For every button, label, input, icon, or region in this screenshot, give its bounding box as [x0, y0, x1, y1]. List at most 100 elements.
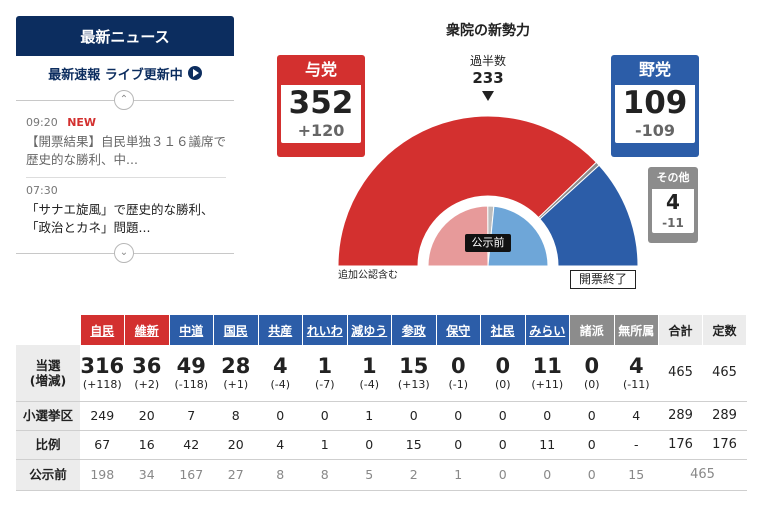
- elected-value: 1: [317, 353, 333, 378]
- party-header[interactable]: れいわ: [302, 315, 348, 345]
- party-name[interactable]: 参政: [401, 323, 426, 338]
- single-cell: 249: [80, 401, 125, 431]
- news-scroll-up-bar: ⌃: [16, 90, 234, 110]
- chevron-down-icon[interactable]: ⌄: [114, 243, 134, 263]
- elected-cell: 28 (+1): [213, 345, 258, 402]
- pr-fixed: 176: [702, 430, 747, 460]
- ruling-bloc-label: 与党: [304, 60, 337, 79]
- elected-diff: (+2): [134, 377, 160, 391]
- opposition-bloc-diff: -109: [634, 121, 676, 140]
- single-cell: 8: [213, 401, 258, 431]
- row-label-elected: 当選 (増減): [16, 345, 80, 402]
- table-row: 比例 67 16 42 20 4 1 0 15 0 0 11 0-176 176: [16, 430, 747, 460]
- pre-total: 465: [658, 459, 747, 491]
- party-header[interactable]: 国民: [213, 315, 259, 345]
- news-item[interactable]: 09:20 NEW 【開票結果】自民単独３１６議席で歴史的な勝利、中...: [16, 110, 234, 178]
- pre-cell: 34: [124, 459, 169, 491]
- party-name[interactable]: れいわ: [306, 323, 343, 338]
- pre-cell: 8: [258, 459, 303, 491]
- live-update-link[interactable]: 最新速報 ライブ更新中: [16, 56, 234, 90]
- party-header[interactable]: みらい: [525, 315, 570, 345]
- elected-diff: (-118): [174, 377, 209, 391]
- majority-value: 233: [472, 69, 504, 87]
- pre-cell: 0: [569, 459, 614, 491]
- row-label-single: 小選挙区: [16, 401, 80, 431]
- new-badge: NEW: [67, 116, 97, 129]
- pr-cell: 42: [169, 430, 214, 460]
- single-cell: 20: [124, 401, 169, 431]
- header-spacer: [16, 315, 81, 345]
- party-header[interactable]: 自民: [80, 315, 125, 345]
- elected-cell: 4 (-4): [258, 345, 303, 402]
- elected-value: 15: [399, 353, 429, 378]
- pre-cell: 2: [391, 459, 436, 491]
- row-label-main: 当選: [35, 357, 61, 373]
- single-cell: 0: [258, 401, 303, 431]
- elected-value: 4: [628, 353, 644, 378]
- ruling-bloc-diff: +120: [297, 121, 345, 140]
- elected-cell: 36 (+2): [124, 345, 169, 402]
- party-header[interactable]: 社民: [480, 315, 526, 345]
- news-time: 07:30: [26, 184, 58, 197]
- pre-cell: 15: [614, 459, 659, 491]
- counting-status-badge: 開票終了: [570, 270, 636, 289]
- pre-cell: 27: [213, 459, 258, 491]
- row-label-pre: 公示前: [16, 459, 80, 491]
- pr-cell: 11: [525, 430, 570, 460]
- news-item[interactable]: 07:30 「サナエ旋風」で歴史的な勝利、「政治とカネ」問題...: [16, 178, 234, 237]
- party-name[interactable]: 中道: [179, 323, 204, 338]
- pr-cell: 20: [213, 430, 258, 460]
- party-header[interactable]: 中道: [169, 315, 214, 345]
- elected-diff: (-1): [448, 377, 469, 391]
- party-name[interactable]: 保守: [446, 323, 471, 338]
- table-header-row: 自民 維新 中道 国民 共産 れいわ 減ゆう 参政 保守 社民 みらい 諸派 無所属 合計 定数: [16, 315, 747, 345]
- pr-cell: 0: [569, 430, 614, 460]
- news-headline[interactable]: 「サナエ旋風」で歴史的な勝利、「政治とカネ」問題...: [26, 202, 214, 235]
- pr-total: 176: [658, 430, 703, 460]
- majority-label: 過半数: [469, 54, 506, 68]
- party-header[interactable]: 共産: [258, 315, 303, 345]
- ruling-bloc-box: 与党 352 +120: [277, 55, 365, 157]
- elected-cell: 4 (-11): [614, 345, 659, 402]
- party-name[interactable]: みらい: [529, 323, 566, 338]
- party-name[interactable]: 減ゆう: [351, 323, 388, 338]
- table-row: 小選挙区 249 20 7 8 0 0 1 0 0 0 0 0 4 289 289: [16, 401, 747, 431]
- pr-cell: 4: [258, 430, 303, 460]
- single-cell: 0: [436, 401, 481, 431]
- party-name[interactable]: 自民: [90, 323, 115, 338]
- total-header: 合計: [658, 315, 703, 345]
- pre-election-label: 公示前: [465, 234, 511, 252]
- elected-value: 4: [272, 353, 288, 378]
- party-header[interactable]: 減ゆう: [347, 315, 392, 345]
- chevron-up-icon[interactable]: ⌃: [114, 90, 134, 110]
- elected-diff: (0): [494, 377, 511, 391]
- pr-cell: 0: [347, 430, 392, 460]
- row-label-sub: (増減): [29, 372, 67, 388]
- elected-diff: (-4): [270, 377, 291, 391]
- single-fixed: 289: [702, 401, 747, 431]
- party-header[interactable]: 参政: [391, 315, 437, 345]
- news-time: 09:20: [26, 116, 58, 129]
- elected-diff: (+11): [531, 377, 564, 391]
- party-header[interactable]: 保守: [436, 315, 481, 345]
- pre-cell: 167: [169, 459, 214, 491]
- other-bloc-label: その他: [656, 171, 690, 184]
- party-name: 諸派: [579, 323, 604, 338]
- elected-cell: 1 (-7): [302, 345, 347, 402]
- elected-cell: 15 (+13): [391, 345, 436, 402]
- party-header: 無所属: [614, 315, 659, 345]
- elected-cell: 316 (+118): [80, 345, 125, 402]
- party-header[interactable]: 維新: [124, 315, 170, 345]
- news-headline[interactable]: 【開票結果】自民単独３１６議席で歴史的な勝利、中...: [26, 134, 227, 167]
- pre-cell: 5: [347, 459, 392, 491]
- elected-fixed: 465: [702, 345, 747, 402]
- party-name[interactable]: 維新: [134, 323, 159, 338]
- party-name[interactable]: 社民: [490, 323, 515, 338]
- news-panel: 最新ニュース 最新速報 ライブ更新中 ⌃ 09:20 NEW 【開票結果】自民単…: [16, 16, 234, 272]
- elected-cell: 0 (0): [480, 345, 525, 402]
- pr-cell: 0: [480, 430, 525, 460]
- party-name[interactable]: 国民: [223, 323, 248, 338]
- elected-total: 465: [658, 345, 703, 402]
- party-name[interactable]: 共産: [268, 323, 293, 338]
- opposition-bloc-seats: 109: [622, 85, 688, 121]
